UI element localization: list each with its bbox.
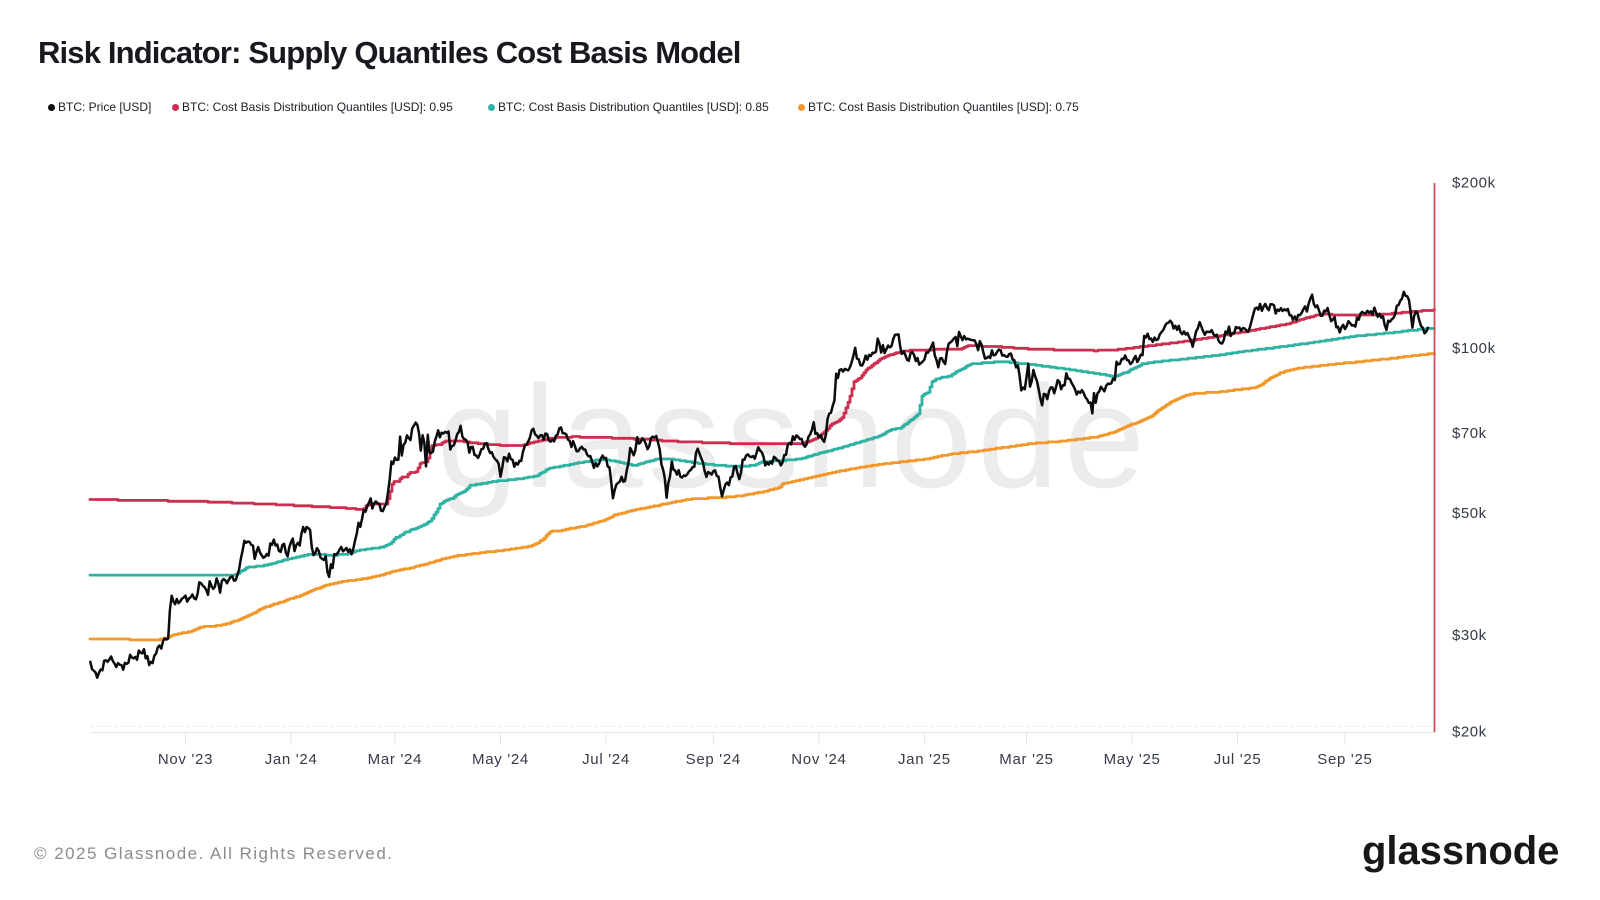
svg-text:$20k: $20k — [1452, 724, 1487, 741]
svg-text:May '25: May '25 — [1104, 751, 1161, 768]
svg-text:Nov '24: Nov '24 — [791, 751, 846, 768]
svg-text:Jul '24: Jul '24 — [582, 751, 630, 768]
svg-text:$50k: $50k — [1452, 505, 1487, 522]
svg-text:Mar '24: Mar '24 — [368, 751, 422, 768]
svg-text:Jul '25: Jul '25 — [1214, 751, 1262, 768]
svg-text:Nov '23: Nov '23 — [158, 751, 213, 768]
svg-text:$70k: $70k — [1452, 425, 1487, 442]
svg-text:Jan '25: Jan '25 — [898, 751, 951, 768]
svg-text:$200k: $200k — [1452, 175, 1496, 192]
svg-text:Sep '24: Sep '24 — [686, 751, 741, 768]
svg-text:Sep '25: Sep '25 — [1317, 751, 1372, 768]
svg-text:$30k: $30k — [1452, 627, 1487, 644]
svg-text:Mar '25: Mar '25 — [999, 751, 1053, 768]
svg-text:Jan '24: Jan '24 — [265, 751, 318, 768]
svg-text:May '24: May '24 — [472, 751, 529, 768]
svg-text:$100k: $100k — [1452, 340, 1496, 357]
